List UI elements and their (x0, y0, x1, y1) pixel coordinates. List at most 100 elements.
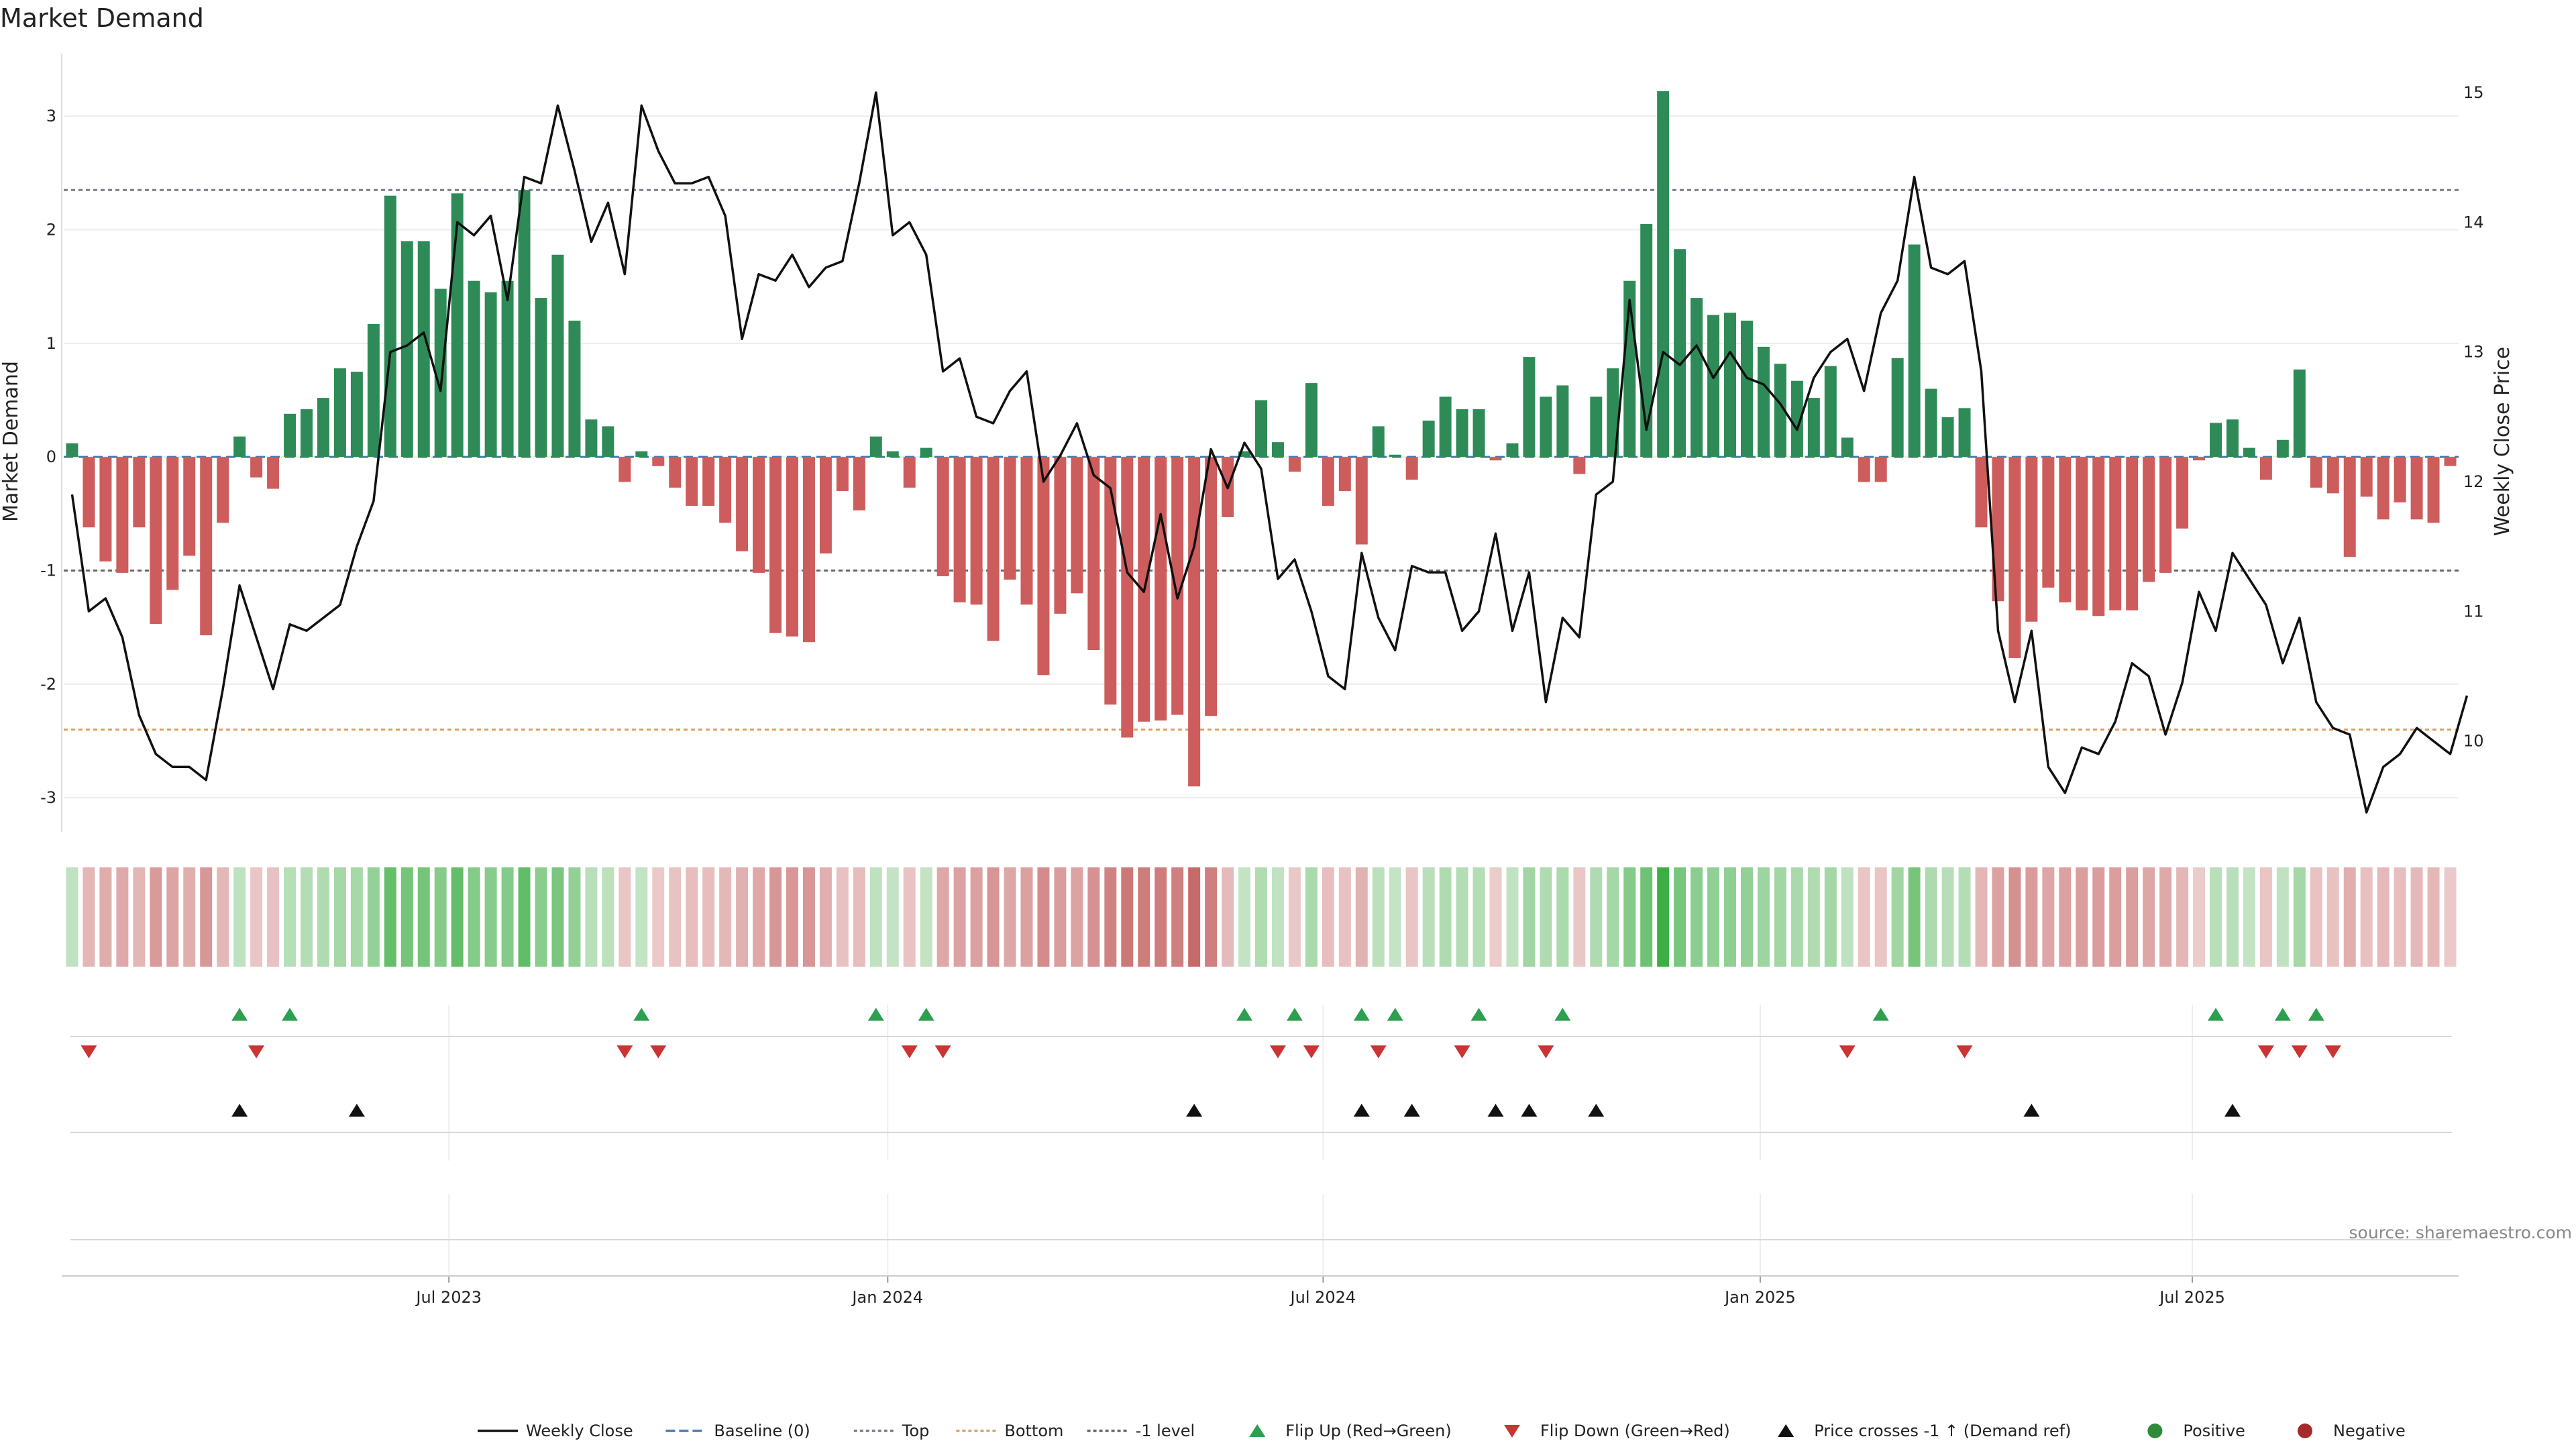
heat-cell (551, 867, 564, 967)
demand-bar (1908, 244, 1921, 458)
demand-bar (551, 254, 564, 458)
flip-down-marker (80, 1045, 97, 1059)
demand-bar (1121, 457, 1134, 738)
heat-cell (116, 867, 129, 967)
demand-bar (1054, 457, 1067, 614)
heat-cell (1305, 867, 1318, 967)
heat-cell (920, 867, 932, 967)
heat-cell (417, 867, 430, 967)
heat-cell (1975, 867, 1988, 967)
demand-bar (1975, 457, 1988, 528)
heat-cell (1740, 867, 1753, 967)
heat-cell (2076, 867, 2088, 967)
heat-cell (1992, 867, 2004, 967)
heat-cell (2059, 867, 2072, 967)
x-tick-label: Jul 2025 (2158, 1288, 2225, 1307)
heat-cell (2259, 867, 2272, 967)
flip-down-marker (2324, 1045, 2341, 1059)
heat-cell (987, 867, 1000, 967)
heat-cell (736, 867, 749, 967)
demand-bar (1322, 457, 1334, 506)
flip-up-marker (1470, 1008, 1487, 1021)
y2-tick-label: 14 (2463, 213, 2484, 231)
legend-label: Negative (2333, 1421, 2406, 1440)
heat-cell (903, 867, 916, 967)
demand-bar (2377, 457, 2390, 520)
flip-up-marker (1554, 1008, 1571, 1021)
legend-item: Price crosses -1 ↑ (Demand ref) (1778, 1421, 2071, 1440)
x-tick-label: Jan 2025 (1723, 1288, 1796, 1307)
source-note: source: sharemaestro.com (2349, 1223, 2573, 1242)
heat-cell (166, 867, 179, 967)
heat-cell (484, 867, 497, 967)
heat-cell (233, 867, 246, 967)
legend-item: Top (853, 1421, 930, 1440)
heat-cell (936, 867, 949, 967)
price-cross-marker (1588, 1104, 1605, 1117)
legend-label: Positive (2183, 1421, 2245, 1440)
demand-bar (1540, 396, 1552, 458)
demand-bar (350, 372, 363, 458)
demand-bar (83, 457, 95, 528)
chart-title: Market Demand (0, 3, 204, 33)
demand-bar (183, 457, 196, 556)
heat-cell (1439, 867, 1452, 967)
demand-bar (1941, 417, 1954, 458)
price-cross-marker (1487, 1104, 1504, 1117)
heat-cell (1355, 867, 1368, 967)
demand-bar (1590, 396, 1603, 458)
heat-cell (802, 867, 815, 967)
demand-bar (250, 457, 263, 478)
legend-swatch (2147, 1424, 2163, 1438)
x-tick-label: Jul 2023 (415, 1288, 482, 1307)
demand-bar (702, 457, 715, 506)
y2-tick-label: 10 (2463, 732, 2484, 751)
demand-bar (2259, 457, 2272, 480)
flip-up-marker (1286, 1008, 1303, 1021)
demand-bar (1405, 457, 1418, 480)
flip-down-marker (2291, 1045, 2308, 1059)
heat-cell (1958, 867, 1971, 967)
heat-cell (1071, 867, 1083, 967)
heat-cell (1222, 867, 1234, 967)
heat-cell (1607, 867, 1619, 967)
heat-cell (853, 867, 865, 967)
demand-bar (786, 457, 798, 637)
heat-cell (384, 867, 396, 967)
heat-cell (2410, 867, 2423, 967)
legend-item: Positive (2147, 1421, 2245, 1440)
demand-bar (2360, 457, 2373, 497)
demand-bar (1472, 409, 1485, 458)
price-cross-marker (1521, 1104, 1538, 1117)
heat-cell (367, 867, 380, 967)
heat-cell (2025, 867, 2038, 967)
legend-item: -1 level (1087, 1421, 1195, 1440)
legend-item: Flip Down (Green→Red) (1504, 1421, 1730, 1440)
legend-swatch (2298, 1424, 2312, 1438)
heat-cell (585, 867, 598, 967)
heat-cell (1925, 867, 1937, 967)
flip-up-marker (867, 1008, 884, 1021)
legend-label: Top (902, 1421, 930, 1440)
heat-cell (1405, 867, 1418, 967)
demand-bar (1740, 320, 1753, 458)
price-cross-marker (1403, 1104, 1420, 1117)
heat-cell (1824, 867, 1837, 967)
demand-bar (1389, 454, 1401, 458)
heat-cell (2109, 867, 2122, 967)
demand-bar (568, 320, 581, 458)
demand-bar (233, 436, 246, 458)
demand-bar (2343, 457, 2356, 557)
heat-cell (1523, 867, 1536, 967)
heat-cell (652, 867, 665, 967)
flip-down-marker (1956, 1045, 1973, 1059)
demand-bar (367, 324, 380, 458)
demand-bar (1790, 380, 1803, 458)
heat-cell (1238, 867, 1251, 967)
flip-down-marker (1454, 1045, 1470, 1059)
demand-bar (987, 457, 1000, 641)
heat-cell (1121, 867, 1134, 967)
heat-cell (1205, 867, 1218, 967)
demand-bar (2126, 457, 2139, 610)
